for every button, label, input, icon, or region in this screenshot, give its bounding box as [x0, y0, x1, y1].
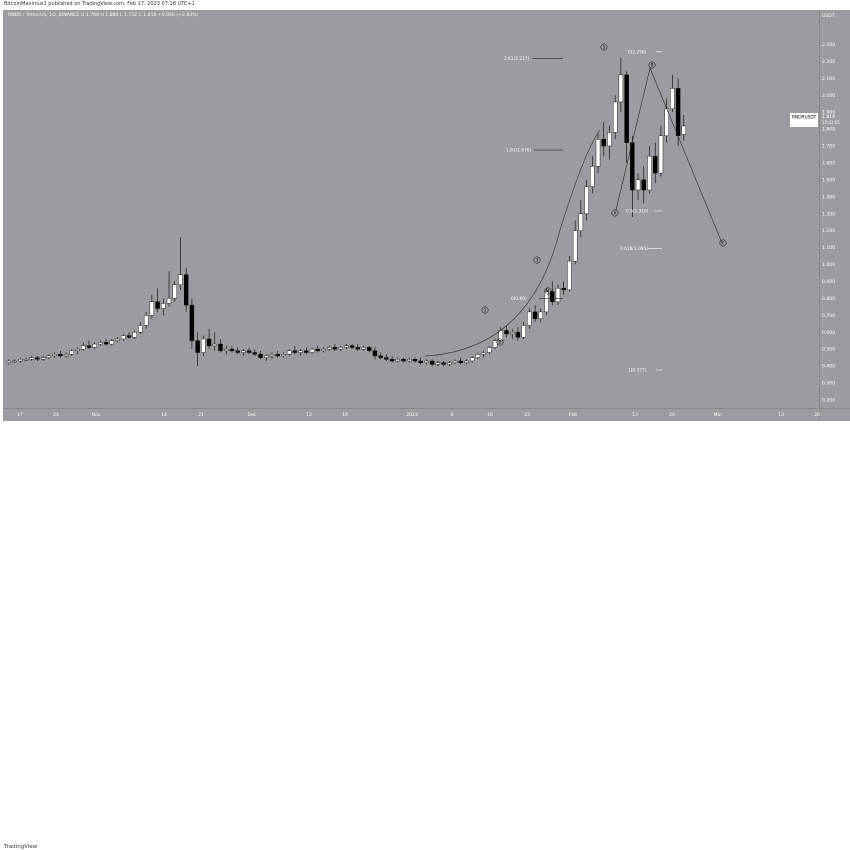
- symbol-info: RNDR / TetherUS, 1D, BINANCE O 1.768 H 1…: [8, 13, 199, 18]
- attribution-text: BitcoinMaximus1 published on TradingView…: [4, 1, 195, 7]
- footer-bar: TradingView: [0, 421, 850, 850]
- price-scale[interactable]: [819, 10, 850, 408]
- axis-corner: [819, 408, 850, 421]
- time-axis[interactable]: [3, 408, 819, 421]
- chart-plot-area[interactable]: [3, 10, 819, 408]
- tradingview-logo: TradingView: [4, 844, 38, 850]
- top-bar: BitcoinMaximus1 published on TradingView…: [0, 0, 850, 10]
